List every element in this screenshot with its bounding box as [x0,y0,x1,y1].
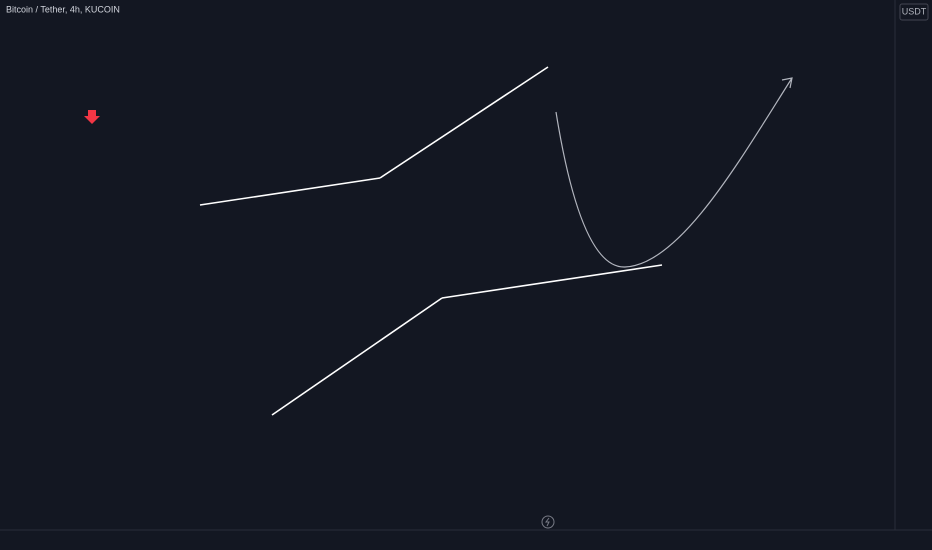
projection-curve [555,77,793,268]
trend-line [379,66,549,179]
price-axis [895,0,932,550]
drawings [199,66,793,416]
symbol-title: Bitcoin / Tether, 4h, KUCOIN [6,4,120,14]
arrow-head [781,77,793,89]
icon [545,517,550,527]
icon[interactable] [541,515,555,529]
trend-line [199,177,381,206]
currency-button[interactable] [899,3,929,21]
trend-line [271,297,443,416]
trend-line [441,264,663,299]
currency[interactable]: USDT [902,6,927,16]
red-arrow [84,110,100,124]
